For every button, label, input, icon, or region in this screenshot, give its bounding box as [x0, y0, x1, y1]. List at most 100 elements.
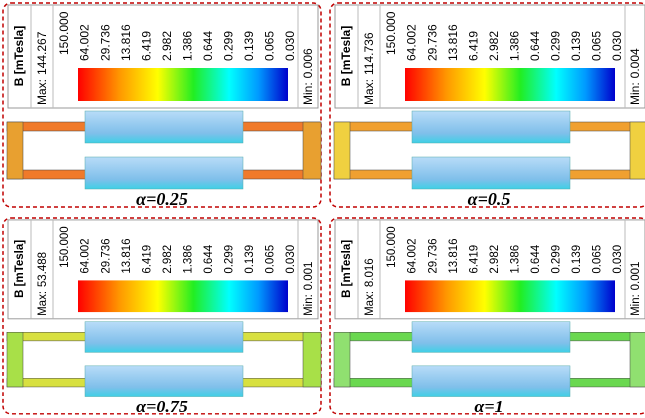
frame-right	[303, 332, 321, 387]
max-label: Max:	[36, 291, 49, 316]
min-label: Min:	[629, 294, 642, 316]
scale-label: 0.644	[529, 244, 542, 273]
scale-label: 0.299	[222, 31, 236, 61]
scale-label: 0.299	[222, 245, 235, 274]
magnet-top	[412, 322, 570, 353]
scale-label: 6.419	[466, 31, 480, 61]
max-text: Max: 8.016	[363, 258, 376, 316]
max-label: Max:	[362, 79, 376, 105]
frame-right	[630, 332, 645, 387]
scale-label: 0.030	[283, 31, 297, 61]
min-label: Min:	[628, 82, 642, 105]
caption: α=1	[474, 396, 503, 416]
legend-title: B [mTesla]	[340, 240, 353, 298]
scale-label: 1.386	[507, 31, 521, 61]
min-label: Min:	[302, 294, 315, 316]
max-text: Max:114.736	[362, 32, 376, 105]
caption: α=0.25	[136, 189, 188, 209]
min-label: Min:	[301, 82, 315, 105]
caption: α=0.5	[468, 189, 511, 209]
frame-left	[7, 122, 23, 179]
scale-label: 64.002	[79, 238, 92, 273]
min-text: Min: 0.001	[629, 262, 642, 316]
magnet-bottom	[412, 366, 570, 397]
scale-label: 1.386	[181, 244, 194, 273]
magnet-top	[85, 111, 243, 143]
legend-title: B [mTesla]	[13, 240, 26, 298]
figure: B [mTesla] Max: 144.267 Min: 0.006 150.000 64.…	[0, 0, 645, 418]
scale-label: 0.644	[202, 244, 215, 273]
color-bar	[78, 280, 288, 312]
min-value: 0.004	[628, 48, 642, 78]
color-bar	[78, 68, 288, 101]
scale-label: 0.644	[201, 31, 215, 61]
max-text: Max: 144.267	[35, 31, 49, 105]
scale-label: 150.000	[385, 226, 398, 268]
scale-label: 0.139	[569, 31, 583, 61]
scale-label: 1.386	[180, 31, 194, 61]
scale-label: 13.816	[119, 24, 133, 61]
scale-label: 6.419	[140, 245, 153, 274]
max-value: 53.488	[36, 251, 49, 287]
scale-label: 29.736	[425, 24, 439, 61]
min-text: Min: 0.004	[628, 48, 642, 105]
scale-label: 0.065	[590, 31, 604, 61]
magnet-bottom	[85, 366, 243, 397]
frame-right	[630, 122, 645, 179]
legend-title: B [mTesla]	[339, 26, 353, 86]
scale-label: 0.139	[570, 245, 583, 274]
min-value: 0.001	[629, 262, 642, 291]
scale-label: 0.065	[263, 31, 277, 61]
max-value: 8.016	[363, 258, 376, 287]
scale-label: 2.982	[160, 31, 174, 61]
panel: B [mTesla] Max: 53.488 Min: 0.001 150.000 64.0…	[3, 218, 321, 416]
scale-label: 13.816	[447, 238, 460, 274]
scale-label: 1.386	[508, 244, 521, 273]
scale-label: 150.000	[58, 226, 71, 268]
max-label: Max:	[35, 79, 49, 105]
scale-label: 0.299	[549, 31, 563, 61]
color-bar	[405, 68, 615, 101]
scale-label: 0.030	[610, 31, 624, 61]
scale-label: 0.065	[263, 244, 276, 273]
scale-label: 6.419	[467, 245, 480, 274]
max-value: 144.267	[35, 31, 49, 75]
scale-label: 6.419	[139, 31, 153, 61]
scale-label: 29.736	[426, 238, 439, 274]
min-text: Min: 0.001	[302, 262, 315, 316]
min-value: 0.006	[301, 48, 315, 78]
frame-left	[334, 332, 350, 387]
scale-label: 64.002	[78, 24, 92, 61]
magnet-top	[85, 322, 243, 353]
scale-label: 64.002	[405, 24, 419, 61]
scale-label: 0.030	[284, 244, 297, 273]
scale-label: 0.644	[528, 31, 542, 61]
scale-label: 0.299	[549, 245, 562, 274]
scale-label: 0.139	[243, 245, 256, 274]
magnet-top	[412, 111, 570, 143]
frame-left	[334, 122, 350, 179]
caption: α=0.75	[136, 396, 188, 416]
scale-label: 0.065	[590, 244, 603, 273]
scale-label: 29.736	[98, 24, 112, 61]
scale-label: 2.982	[487, 31, 501, 61]
max-text: Max: 53.488	[36, 251, 49, 315]
magnet-bottom	[85, 157, 243, 189]
scale-label: 0.030	[611, 244, 624, 273]
legend-title: B [mTesla]	[12, 26, 26, 86]
scale-label: 29.736	[99, 238, 112, 274]
scale-label: 13.816	[120, 238, 133, 274]
min-value: 0.001	[302, 262, 315, 291]
frame-right	[303, 122, 321, 179]
max-label: Max:	[363, 291, 376, 316]
scale-label: 0.139	[242, 31, 256, 61]
magnet-bottom	[412, 157, 570, 189]
min-text: Min: 0.006	[301, 48, 315, 105]
scale-label: 2.982	[161, 245, 174, 274]
color-bar	[405, 280, 615, 312]
scale-label: 13.816	[446, 24, 460, 61]
scale-label: 2.982	[488, 245, 501, 274]
